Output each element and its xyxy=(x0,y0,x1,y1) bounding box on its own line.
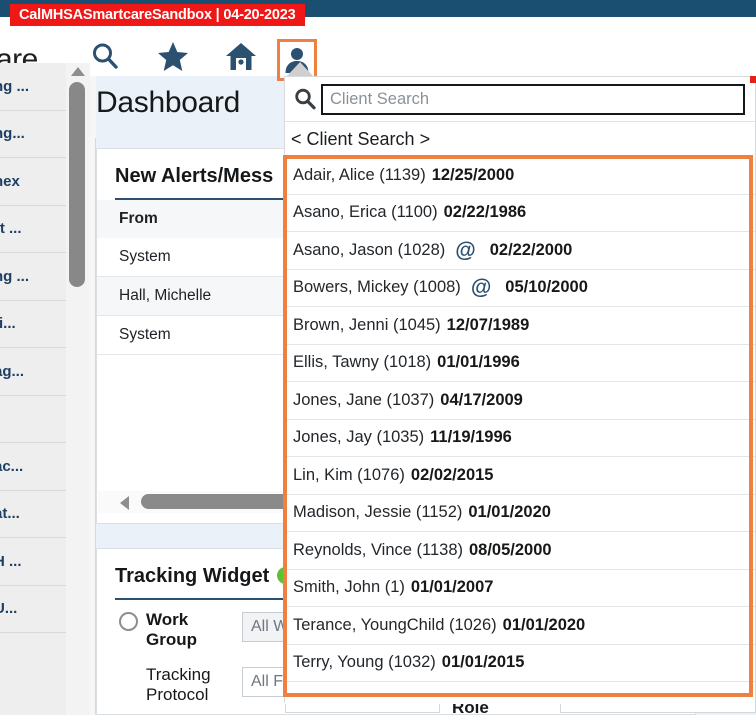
sidebar-item-10[interactable]: H ... xyxy=(0,538,66,586)
client-result-row[interactable]: Bowers, Mickey (1008) @05/10/2000 xyxy=(285,270,755,307)
red-corner-marker xyxy=(750,76,756,83)
client-result-row[interactable]: Terry, Young (1032) 01/01/2015 xyxy=(285,645,755,682)
sidebar-item-label: rt ... xyxy=(0,220,22,238)
sidebar-item-label: ng... xyxy=(0,125,25,143)
sidebar-item-label: nex xyxy=(0,172,20,190)
client-name: Lin, Kim (1076) xyxy=(293,465,405,484)
search-icon[interactable] xyxy=(88,39,122,73)
client-result-row[interactable]: Adair, Alice (1139) 12/25/2000 xyxy=(285,157,755,195)
sidebar-item-8[interactable]: ac... xyxy=(0,443,66,491)
sidebar-item-label: ti... xyxy=(0,315,16,333)
client-dob: 04/17/2009 xyxy=(440,390,523,409)
client-search-subheader[interactable]: < Client Search > xyxy=(285,121,755,157)
sidebar-item-label: ac... xyxy=(0,457,24,475)
home-icon[interactable] xyxy=(224,39,258,73)
environment-banner: CalMHSASmartcareSandbox | 04-20-2023 xyxy=(10,4,305,26)
sidebar-item-list: ng ... ng... nex rt ... ng ... ti... ag.… xyxy=(0,63,66,715)
client-result-row[interactable]: Jones, Jay (1035) 11/19/1996 xyxy=(285,420,755,457)
sidebar-item-0[interactable]: ng ... xyxy=(0,63,66,111)
client-dob: 08/05/2000 xyxy=(469,540,552,559)
client-search-input[interactable] xyxy=(321,83,745,115)
at-sign-icon: @ xyxy=(455,238,476,262)
sidebar-item-label: ng ... xyxy=(0,267,29,285)
client-dob: 01/01/1996 xyxy=(437,353,520,372)
client-result-row[interactable]: Ellis, Tawny (1018) 01/01/1996 xyxy=(285,345,755,382)
app-header: are xyxy=(0,17,756,93)
sidebar-item-5[interactable]: ti... xyxy=(0,301,66,348)
sidebar-item-label: ag... xyxy=(0,362,25,380)
client-name: Asano, Erica (1100) xyxy=(293,203,438,222)
sidebar-item-label: H ... xyxy=(0,552,22,570)
star-icon[interactable] xyxy=(156,39,190,73)
client-name: Ellis, Tawny (1018) xyxy=(293,353,432,372)
client-dob: 11/19/1996 xyxy=(430,428,512,447)
work-group-label: Work Group xyxy=(146,610,197,650)
work-group-radio[interactable] xyxy=(119,612,138,631)
client-search-bar xyxy=(285,77,755,121)
client-result-row[interactable]: Asano, Erica (1100) 02/22/1986 xyxy=(285,195,755,232)
client-dob: 02/22/2000 xyxy=(489,240,573,259)
client-dob: 05/10/2000 xyxy=(505,278,588,297)
client-dob: 01/01/2007 xyxy=(410,578,494,597)
sidebar-item-3[interactable]: rt ... xyxy=(0,206,66,253)
search-icon xyxy=(291,87,319,111)
sidebar-item-11[interactable]: U... xyxy=(0,586,66,633)
tracking-widget-title-text: Tracking Widget xyxy=(115,565,270,587)
client-name: Asano, Jason (1028) xyxy=(293,240,446,259)
client-name: Reynolds, Vince (1138) xyxy=(293,540,463,559)
page-title: Dashboard xyxy=(96,86,241,119)
new-alerts-title: New Alerts/Mess xyxy=(115,165,274,187)
scroll-left-arrow-icon[interactable] xyxy=(120,496,129,510)
client-dob: 01/01/2020 xyxy=(468,503,551,522)
sidebar-scrollbar[interactable] xyxy=(66,63,90,715)
sidebar-item-7[interactable] xyxy=(0,395,66,443)
client-dob: 02/02/2015 xyxy=(410,465,494,484)
client-name: Adair, Alice (1139) xyxy=(293,165,426,184)
client-result-row[interactable]: Smith, John (1) 01/01/2007 xyxy=(285,570,755,607)
client-name: Smith, John (1) xyxy=(293,578,405,597)
client-name: Brown, Jenni (1045) xyxy=(293,315,441,334)
client-dob: 12/25/2000 xyxy=(431,165,515,184)
client-search-results[interactable]: Adair, Alice (1139) 12/25/2000 Asano, Eric… xyxy=(285,157,755,704)
client-name: Bowers, Mickey (1008) xyxy=(293,278,461,297)
client-name: Terry, Young (1032) xyxy=(293,653,436,672)
client-result-row[interactable]: Terance, YoungChild (1026) 01/01/2020 xyxy=(285,607,755,645)
client-search-dropdown: < Client Search > Adair, Alice (1139) 12/… xyxy=(284,76,756,704)
client-dob: 01/01/2020 xyxy=(502,615,586,634)
sidebar-item-label: at... xyxy=(0,505,20,523)
client-name: Jones, Jane (1037) xyxy=(293,390,435,409)
sidebar-item-6[interactable]: ag... xyxy=(0,348,66,396)
client-result-row[interactable]: Brown, Jenni (1045) 12/07/1989 xyxy=(285,307,755,345)
tracking-protocol-label: Tracking Protocol xyxy=(146,664,211,705)
scrollbar-thumb[interactable] xyxy=(69,82,85,287)
client-result-row[interactable]: Lin, Kim (1076) 02/02/2015 xyxy=(285,457,755,495)
client-result-row[interactable]: Asano, Jason (1028) @02/22/2000 xyxy=(285,232,755,270)
sidebar-item-1[interactable]: ng... xyxy=(0,111,66,158)
dropdown-caret-icon xyxy=(287,62,313,76)
client-dob: 12/07/1989 xyxy=(446,315,530,334)
client-name: Madison, Jessie (1152) xyxy=(293,503,463,522)
sidebar-item-9[interactable]: at... xyxy=(0,491,66,538)
client-result-row[interactable]: Jones, Jane (1037) 04/17/2009 xyxy=(285,382,755,420)
sidebar-item-label: U... xyxy=(0,600,18,618)
scroll-up-arrow-icon[interactable] xyxy=(71,67,85,76)
client-result-row[interactable]: Madison, Jessie (1152) 01/01/2020 xyxy=(285,495,755,532)
at-sign-icon: @ xyxy=(470,276,492,300)
sidebar-item-4[interactable]: ng ... xyxy=(0,253,66,301)
sidebar-item-label: ng ... xyxy=(0,77,29,95)
sidebar-item-2[interactable]: nex xyxy=(0,158,66,206)
client-dob: 01/01/2015 xyxy=(441,653,525,672)
client-name: Terance, YoungChild (1026) xyxy=(293,615,497,634)
client-dob: 02/22/1986 xyxy=(443,203,527,222)
client-name: Jones, Jay (1035) xyxy=(293,428,425,447)
client-result-row[interactable]: Reynolds, Vince (1138) 08/05/2000 xyxy=(285,532,755,570)
header-icon-group xyxy=(88,39,258,73)
